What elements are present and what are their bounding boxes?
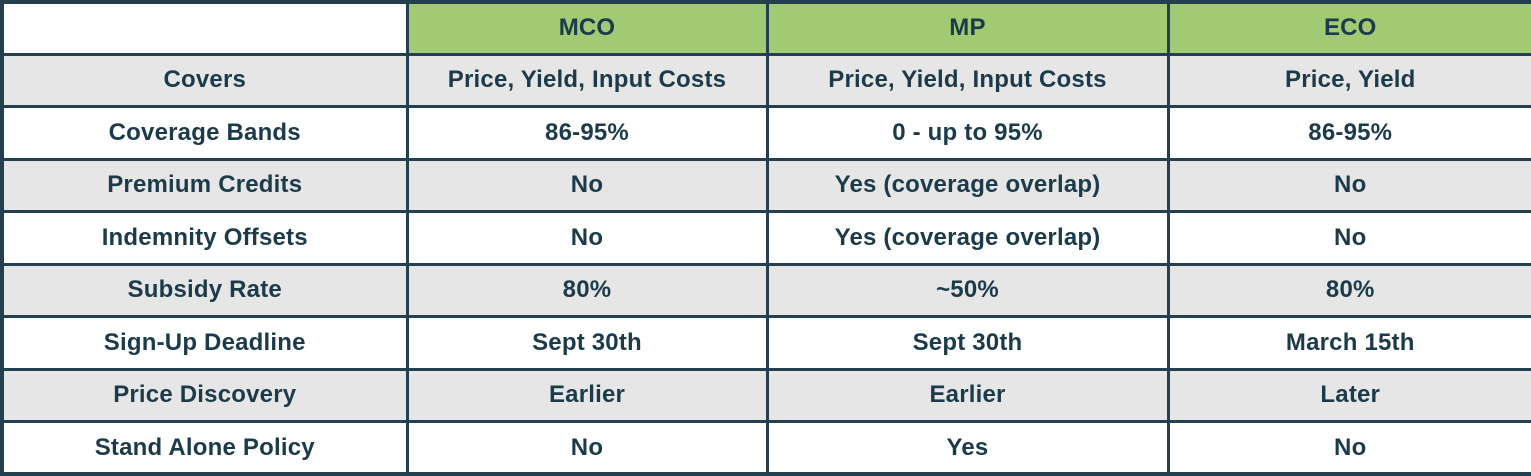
cell-sign-up-deadline-mco: Sept 30th xyxy=(405,315,769,371)
row-label: Coverage Bands xyxy=(0,105,409,161)
cell-indemnity-offsets-mco: No xyxy=(405,210,769,266)
cell-premium-credits-eco: No xyxy=(1166,157,1531,213)
cell-sign-up-deadline-mp: Sept 30th xyxy=(765,315,1170,371)
cell-premium-credits-mco: No xyxy=(405,157,769,213)
cell-subsidy-rate-mp: ~50% xyxy=(765,262,1170,318)
table-row-stand-alone-policy: Stand Alone Policy No Yes No xyxy=(0,420,1531,476)
cell-covers-eco: Price, Yield xyxy=(1166,52,1531,108)
column-header-mp: MP xyxy=(765,0,1170,56)
table-row-covers: Covers Price, Yield, Input Costs Price, … xyxy=(0,52,1531,108)
cell-covers-mp: Price, Yield, Input Costs xyxy=(765,52,1170,108)
table-row-indemnity-offsets: Indemnity Offsets No Yes (coverage overl… xyxy=(0,210,1531,266)
row-label: Stand Alone Policy xyxy=(0,420,409,476)
cell-indemnity-offsets-eco: No xyxy=(1166,210,1531,266)
cell-coverage-bands-eco: 86-95% xyxy=(1166,105,1531,161)
column-header-mco: MCO xyxy=(405,0,769,56)
column-header-eco: ECO xyxy=(1166,0,1531,56)
cell-subsidy-rate-mco: 80% xyxy=(405,262,769,318)
table-row-subsidy-rate: Subsidy Rate 80% ~50% 80% xyxy=(0,262,1531,318)
cell-price-discovery-mp: Earlier xyxy=(765,367,1170,423)
cell-price-discovery-eco: Later xyxy=(1166,367,1531,423)
cell-covers-mco: Price, Yield, Input Costs xyxy=(405,52,769,108)
corner-cell xyxy=(0,0,409,56)
row-label: Indemnity Offsets xyxy=(0,210,409,266)
row-label: Covers xyxy=(0,52,409,108)
row-label: Price Discovery xyxy=(0,367,409,423)
cell-coverage-bands-mco: 86-95% xyxy=(405,105,769,161)
table-row-price-discovery: Price Discovery Earlier Earlier Later xyxy=(0,367,1531,423)
cell-price-discovery-mco: Earlier xyxy=(405,367,769,423)
row-label: Subsidy Rate xyxy=(0,262,409,318)
cell-stand-alone-policy-mp: Yes xyxy=(765,420,1170,476)
table-row-sign-up-deadline: Sign-Up Deadline Sept 30th Sept 30th Mar… xyxy=(0,315,1531,371)
cell-indemnity-offsets-mp: Yes (coverage overlap) xyxy=(765,210,1170,266)
header-row: MCO MP ECO xyxy=(0,0,1531,56)
table-row-coverage-bands: Coverage Bands 86-95% 0 - up to 95% 86-9… xyxy=(0,105,1531,161)
row-label: Sign-Up Deadline xyxy=(0,315,409,371)
cell-stand-alone-policy-eco: No xyxy=(1166,420,1531,476)
table-row-premium-credits: Premium Credits No Yes (coverage overlap… xyxy=(0,157,1531,213)
cell-sign-up-deadline-eco: March 15th xyxy=(1166,315,1531,371)
cell-stand-alone-policy-mco: No xyxy=(405,420,769,476)
cell-premium-credits-mp: Yes (coverage overlap) xyxy=(765,157,1170,213)
cell-subsidy-rate-eco: 80% xyxy=(1166,262,1531,318)
cell-coverage-bands-mp: 0 - up to 95% xyxy=(765,105,1170,161)
row-label: Premium Credits xyxy=(0,157,409,213)
